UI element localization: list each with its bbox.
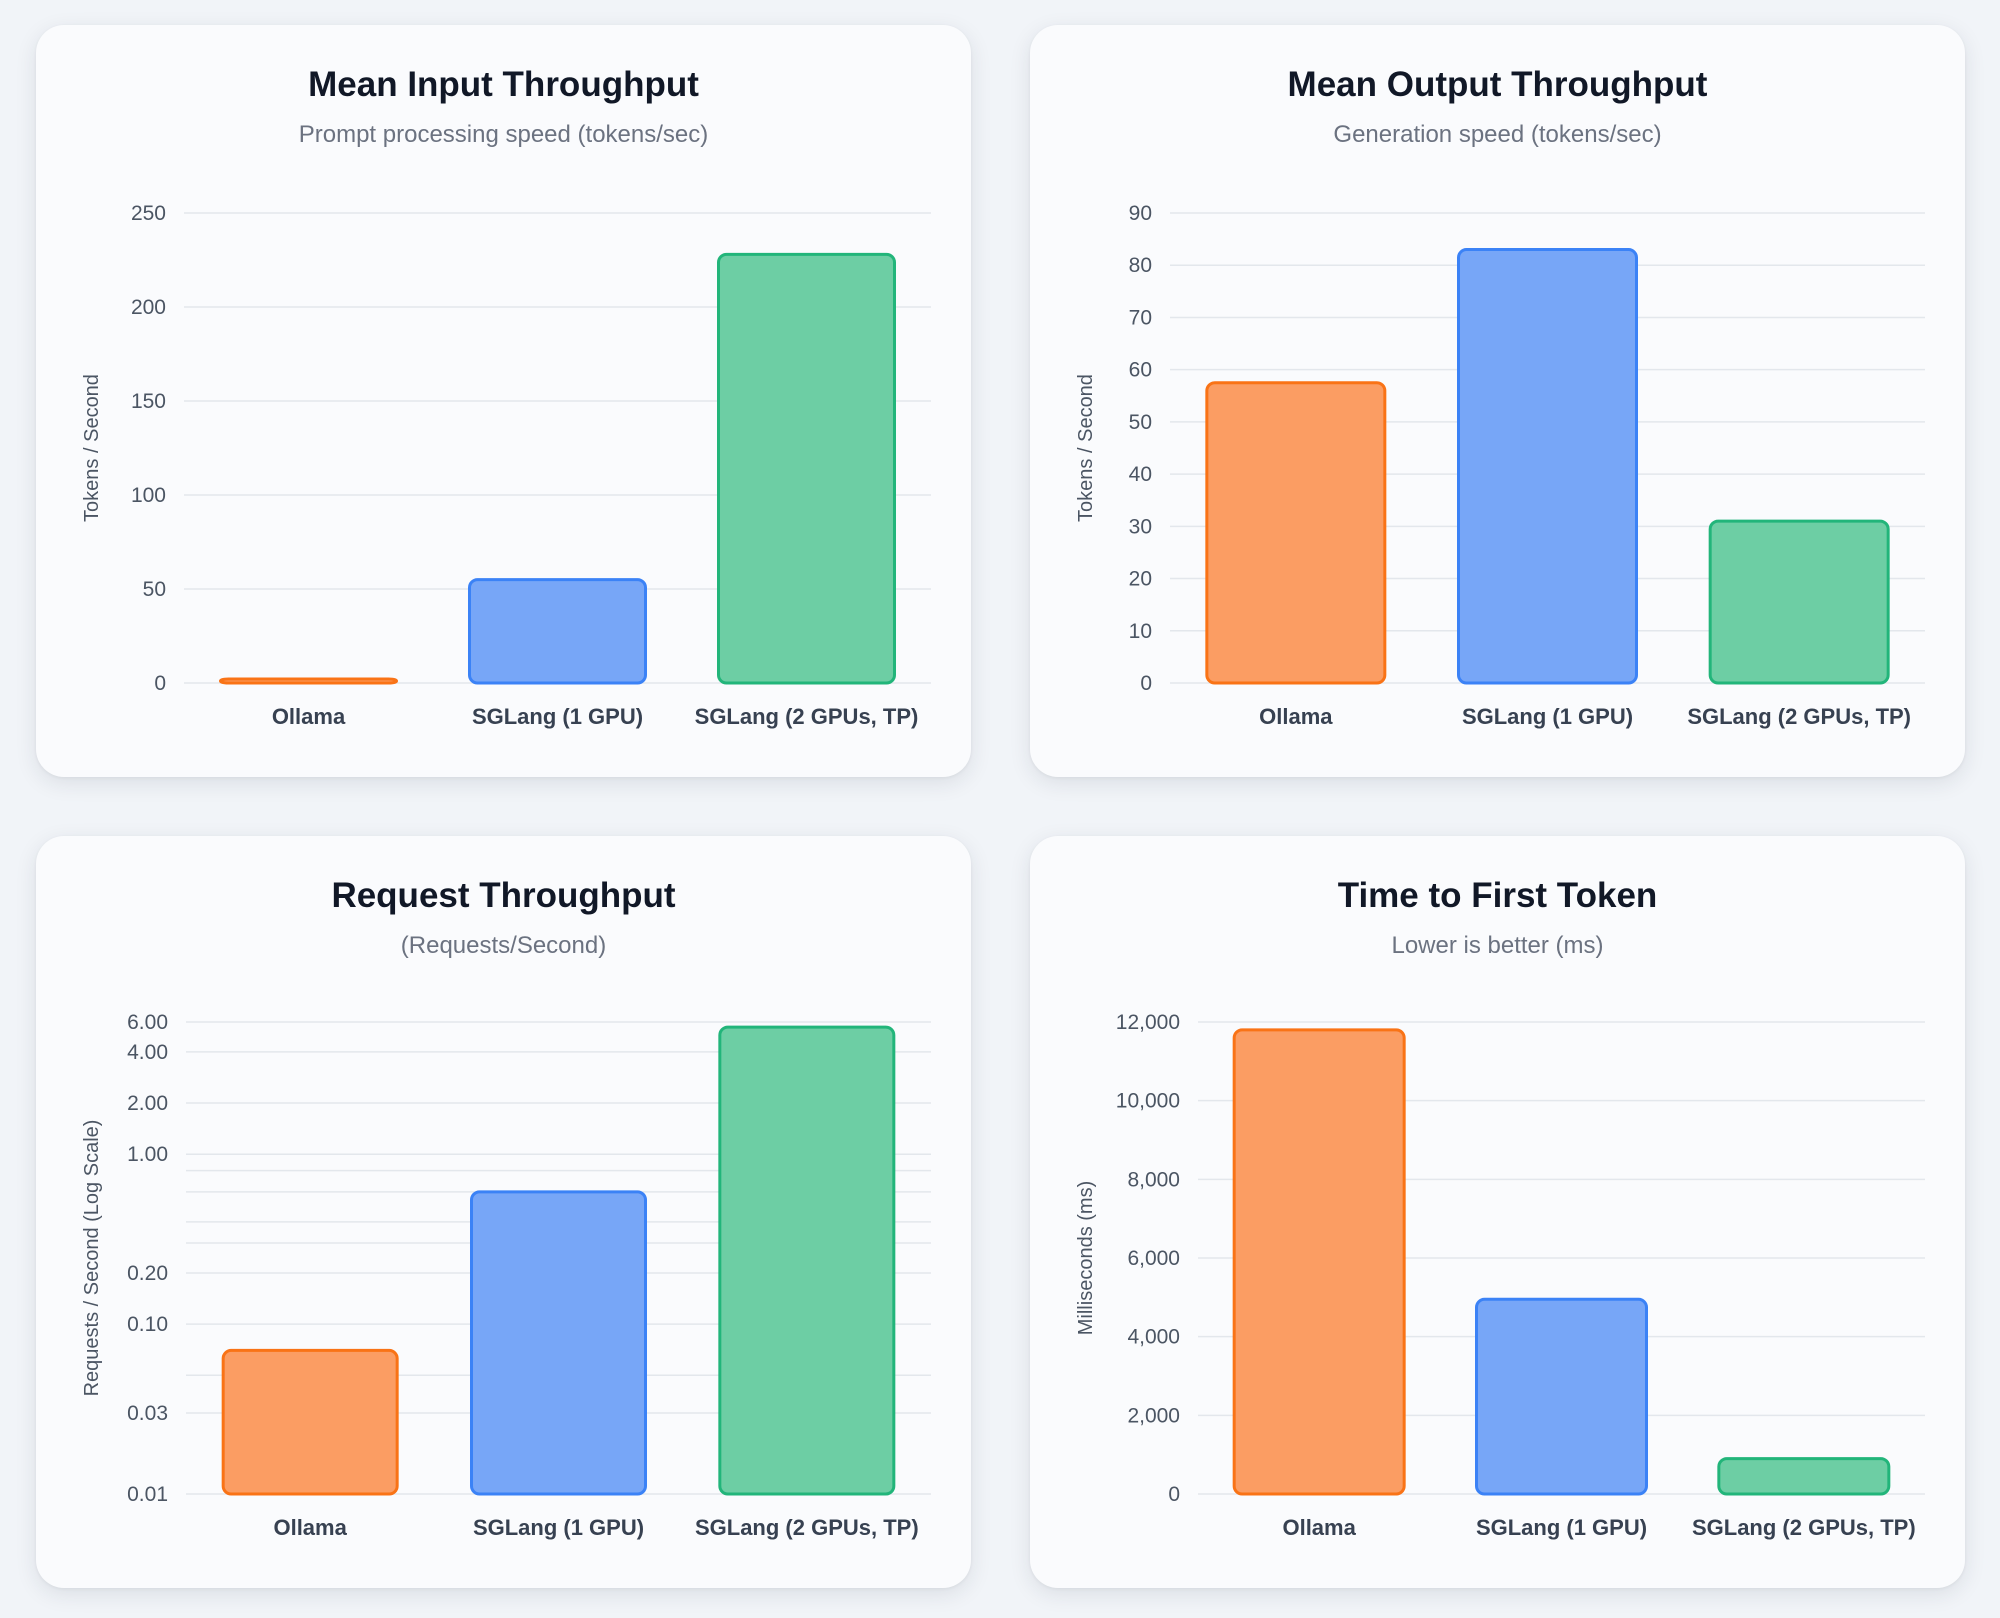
x-category-label: SGLang (2 GPUs, TP) [695,1515,919,1540]
y-tick-label: 0.20 [127,1262,168,1285]
y-tick-label: 8,000 [1127,1168,1180,1191]
y-tick-label: 0.01 [127,1483,168,1506]
y-tick-label: 0.03 [127,1402,168,1425]
y-tick-label: 4.00 [127,1041,168,1064]
chart-card-time-to-first-token: Time to First Token Lower is better (ms)… [1030,836,1965,1588]
y-tick-label: 2.00 [127,1092,168,1115]
x-category-label: SGLang (1 GPU) [1476,1515,1647,1540]
bar-ollama [1232,1028,1406,1496]
bar-sglang-2-gpus-tp [1717,1457,1891,1496]
chart-title: Time to First Token [1337,876,1658,915]
y-tick-label: 20 [1129,568,1152,591]
time-to-first-token-chart: 0 2,000 4,000 6,000 8,000 10,000 12,000 Millise… [1075,1011,1925,1540]
y-tick-label: 40 [1129,463,1152,486]
y-tick-label: 2,000 [1127,1404,1180,1427]
y-axis-title: Requests / Second (Log Scale) [81,1120,103,1397]
bar-sglang-2-gpus-tp [717,252,896,685]
y-tick-label: 0 [1168,1483,1180,1506]
y-tick-label: 6.00 [127,1011,168,1034]
chart-subtitle: Prompt processing speed (tokens/sec) [298,121,709,148]
chart-title: Request Throughput [331,876,676,915]
bar-sglang-1-gpu [468,578,647,685]
x-category-label: Ollama [1282,1515,1356,1540]
y-tick-label: 80 [1129,254,1152,277]
mean-output-throughput-chart: 0 10 20 30 40 50 60 70 80 90 Tokens / Second Ollama… [1075,202,1925,729]
y-tick-label: 100 [131,484,166,507]
y-tick-label: 10 [1129,620,1152,643]
y-tick-label: 50 [1129,411,1152,434]
x-category-label: Ollama [1259,704,1333,729]
x-category-label: SGLang (2 GPUs, TP) [1687,704,1911,729]
y-axis-title: Tokens / Second [81,374,103,522]
y-tick-label: 6,000 [1127,1247,1180,1270]
request-throughput-chart: 0.01 0.03 0.10 0.20 1.00 2.00 4.00 6.00 Requests… [81,1011,931,1540]
x-category-label: SGLang (1 GPU) [1462,704,1633,729]
y-tick-label: 1.00 [127,1143,168,1166]
y-tick-label: 0 [1140,672,1152,695]
y-axis-title: Milliseconds (ms) [1075,1181,1097,1335]
bar-sglang-2-gpus-tp [1708,519,1890,685]
x-category-label: SGLang (1 GPU) [472,704,643,729]
chart-title: Mean Output Throughput [1287,65,1708,104]
bar-sglang-2-gpus-tp [718,1025,896,1496]
bar-ollama [219,677,398,685]
bar-ollama [1205,381,1387,685]
y-tick-label: 0.10 [127,1313,168,1336]
y-axis-title: Tokens / Second [1075,374,1097,522]
chart-subtitle: Lower is better (ms) [1391,932,1604,959]
y-tick-label: 0 [154,672,166,695]
bar-sglang-1-gpu [1457,248,1638,685]
chart-card-request-throughput: Request Throughput (Requests/Second) 0.0… [36,836,971,1588]
bar-ollama [221,1348,399,1496]
y-tick-label: 90 [1129,202,1152,225]
x-category-label: SGLang (2 GPUs, TP) [1692,1515,1916,1540]
y-tick-label: 200 [131,296,166,319]
y-tick-label: 150 [131,390,166,413]
y-tick-label: 4,000 [1127,1326,1180,1349]
chart-subtitle: (Requests/Second) [400,932,607,959]
bar-sglang-1-gpu [470,1190,647,1496]
x-category-label: SGLang (2 GPUs, TP) [695,704,919,729]
y-tick-label: 12,000 [1116,1011,1180,1034]
x-category-label: Ollama [273,1515,347,1540]
chart-card-mean-input-throughput: Mean Input Throughput Prompt processing … [36,25,971,777]
y-tick-label: 10,000 [1116,1090,1180,1113]
bar-sglang-1-gpu [1475,1297,1648,1496]
x-category-label: Ollama [272,704,346,729]
x-category-label: SGLang (1 GPU) [473,1515,644,1540]
y-tick-label: 250 [131,202,166,225]
chart-title: Mean Input Throughput [308,65,699,104]
y-tick-label: 50 [143,578,166,601]
chart-subtitle: Generation speed (tokens/sec) [1333,121,1662,148]
chart-card-mean-output-throughput: Mean Output Throughput Generation speed … [1030,25,1965,777]
y-tick-label: 60 [1129,359,1152,382]
y-tick-label: 30 [1129,515,1152,538]
mean-input-throughput-chart: 0 50 100 150 200 250 Tokens / Second Ollama SGLa… [81,202,931,729]
y-tick-label: 70 [1129,306,1152,329]
